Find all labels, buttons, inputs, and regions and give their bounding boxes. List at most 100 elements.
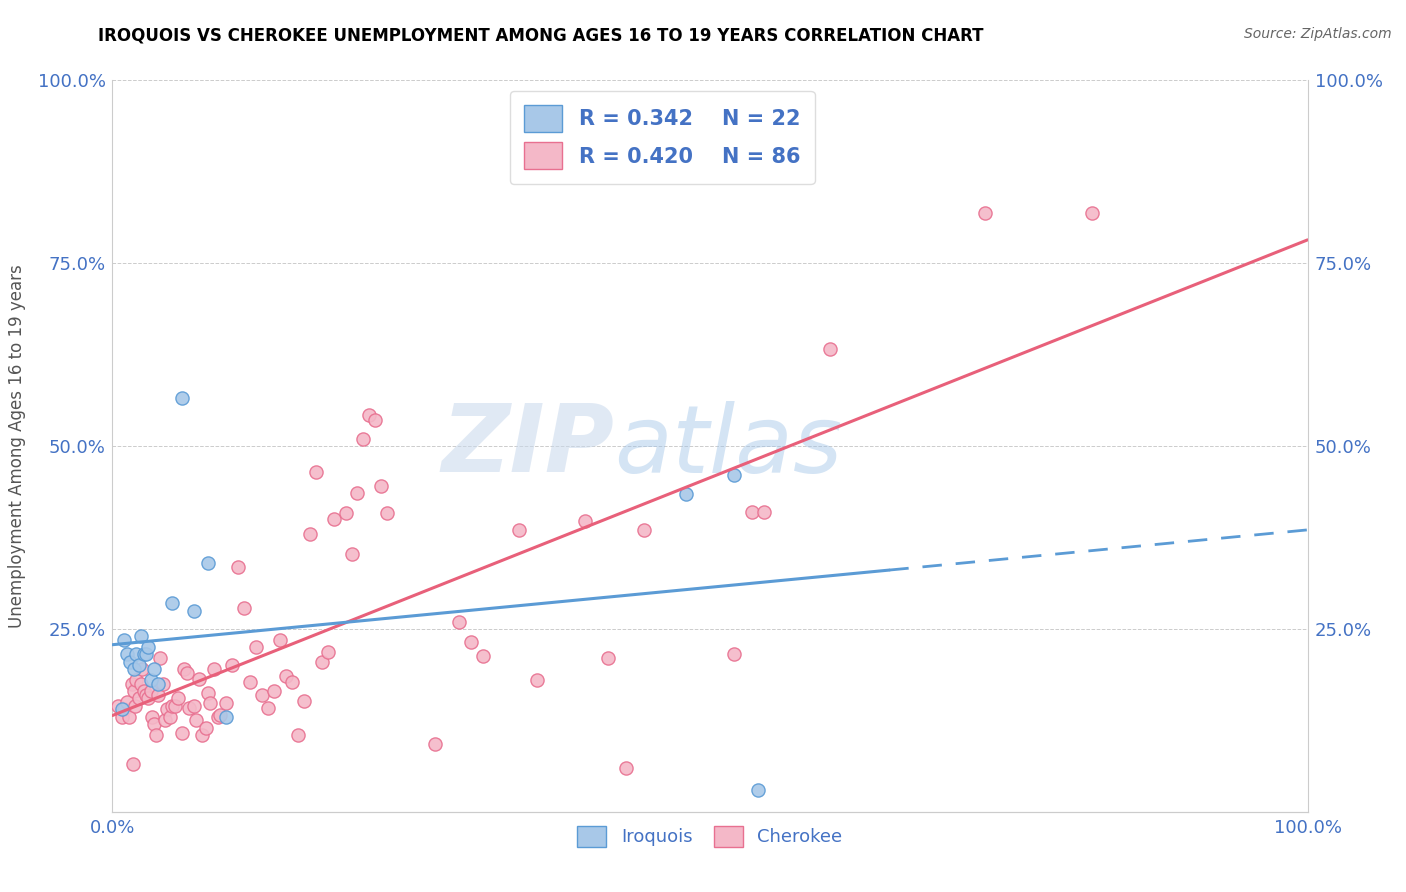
Point: [139, 684, 162, 698]
Point: [162, 596, 183, 610]
Text: atlas: atlas: [614, 401, 842, 491]
Point: [233, 601, 256, 615]
Point: [159, 709, 181, 723]
Point: [370, 479, 392, 493]
Point: [269, 632, 291, 647]
Point: [162, 698, 183, 713]
Point: [173, 662, 195, 676]
Point: [239, 674, 262, 689]
Point: [124, 698, 146, 713]
Point: [121, 757, 143, 772]
Point: [340, 547, 363, 561]
Point: [145, 728, 167, 742]
Point: [125, 648, 148, 662]
Point: [114, 632, 135, 647]
Point: [322, 512, 344, 526]
Point: [143, 717, 166, 731]
Point: [741, 505, 763, 519]
Point: [135, 648, 157, 662]
Point: [747, 782, 769, 797]
Point: [138, 640, 160, 655]
Point: [447, 615, 470, 629]
Point: [818, 343, 841, 357]
Point: [274, 669, 297, 683]
Point: [128, 691, 150, 706]
Point: [177, 701, 200, 715]
Point: [167, 691, 190, 706]
Point: [197, 556, 219, 570]
Point: [364, 413, 387, 427]
Point: [723, 468, 745, 483]
Point: [335, 506, 357, 520]
Point: [111, 709, 134, 723]
Point: [257, 701, 280, 715]
Point: [460, 635, 482, 649]
Point: [221, 658, 243, 673]
Point: [616, 761, 638, 775]
Point: [675, 486, 697, 500]
Point: [135, 688, 157, 702]
Point: [574, 514, 596, 528]
Point: [633, 523, 655, 537]
Point: [115, 648, 138, 662]
Point: [508, 523, 530, 537]
Point: [200, 697, 222, 711]
Point: [352, 432, 374, 446]
Point: [186, 714, 208, 728]
Point: [129, 676, 152, 690]
Point: [128, 658, 150, 673]
Point: [120, 655, 142, 669]
Point: [107, 698, 129, 713]
Point: [752, 505, 775, 519]
Point: [152, 676, 174, 690]
Point: [311, 655, 333, 669]
Point: [263, 684, 285, 698]
Point: [281, 674, 304, 689]
Point: [114, 702, 135, 716]
Point: [132, 648, 155, 662]
Point: [122, 684, 145, 698]
Point: [226, 559, 249, 574]
Point: [183, 698, 205, 713]
Point: [156, 702, 179, 716]
Point: [146, 676, 169, 690]
Text: Source: ZipAtlas.com: Source: ZipAtlas.com: [1244, 27, 1392, 41]
Point: [176, 665, 198, 680]
Point: [187, 672, 209, 686]
Point: [346, 485, 368, 500]
Point: [194, 721, 217, 735]
Point: [723, 648, 745, 662]
Point: [202, 662, 225, 676]
Point: [425, 738, 447, 752]
Point: [170, 725, 193, 739]
Point: [245, 640, 267, 655]
Point: [163, 698, 186, 713]
Point: [250, 688, 273, 702]
Point: [287, 728, 309, 742]
Legend: Iroquois, Cherokee: Iroquois, Cherokee: [571, 819, 849, 854]
Point: [377, 506, 399, 520]
Point: [472, 648, 495, 663]
Point: [146, 688, 169, 702]
Text: ZIP: ZIP: [441, 400, 614, 492]
Point: [115, 695, 138, 709]
Point: [305, 465, 328, 479]
Point: [125, 673, 148, 687]
Point: [292, 693, 315, 707]
Point: [359, 409, 381, 423]
Point: [526, 673, 548, 687]
Point: [143, 662, 166, 676]
Point: [132, 684, 155, 698]
Point: [974, 206, 997, 220]
Point: [138, 691, 160, 706]
Point: [1081, 206, 1104, 220]
Y-axis label: Unemployment Among Ages 16 to 19 years: Unemployment Among Ages 16 to 19 years: [8, 264, 27, 628]
Point: [153, 714, 176, 728]
Point: [131, 662, 153, 676]
Point: [209, 708, 232, 723]
Point: [170, 392, 193, 406]
Point: [121, 676, 143, 690]
Point: [215, 709, 238, 723]
Point: [598, 651, 620, 665]
Point: [111, 702, 134, 716]
